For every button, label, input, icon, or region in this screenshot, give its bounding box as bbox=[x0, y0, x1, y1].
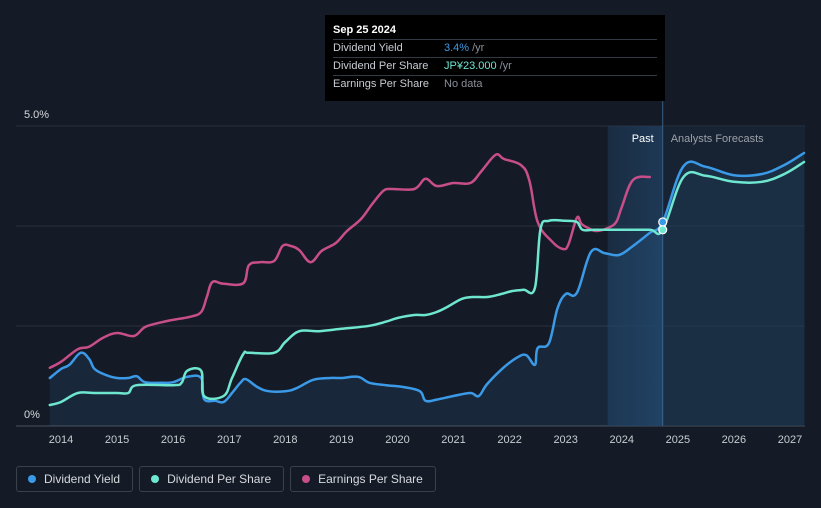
x-tick-label: 2021 bbox=[441, 434, 465, 446]
legend-dot-icon bbox=[302, 475, 311, 483]
dividend-yield-area bbox=[49, 153, 805, 426]
yield-today-marker bbox=[658, 217, 668, 227]
legend: Dividend Yield Dividend Per Share Earnin… bbox=[16, 466, 436, 492]
legend-dot-icon bbox=[151, 475, 160, 483]
y-tick-label: 5.0% bbox=[24, 109, 49, 121]
x-tick-label: 2026 bbox=[722, 434, 746, 446]
x-tick-label: 2020 bbox=[385, 434, 409, 446]
tooltip-row-earnings-per-share: Earnings Per Share No data bbox=[333, 75, 657, 93]
legend-item-dividend-per-share[interactable]: Dividend Per Share bbox=[139, 466, 285, 492]
legend-label: Dividend Per Share bbox=[167, 472, 272, 486]
tooltip-row-dividend-per-share: Dividend Per Share JP¥23.000/yr bbox=[333, 57, 657, 75]
x-tick-label: 2027 bbox=[778, 434, 802, 446]
tooltip-value: 3.4% bbox=[444, 42, 470, 54]
tooltip-suffix: /yr bbox=[472, 42, 485, 54]
tooltip-value: JP¥23.000 bbox=[444, 60, 497, 72]
tooltip-row-dividend-yield: Dividend Yield 3.4%/yr bbox=[333, 39, 657, 57]
tooltip-date: Sep 25 2024 bbox=[333, 24, 396, 36]
tooltip-suffix: /yr bbox=[499, 60, 512, 72]
x-tick-label: 2014 bbox=[49, 434, 73, 446]
legend-label: Earnings Per Share bbox=[318, 472, 423, 486]
chart-labels: 5.0% 0% 2014 2015 2016 2017 2018 2019 2020 2021 20… bbox=[24, 109, 802, 446]
x-tick-label: 2015 bbox=[105, 434, 129, 446]
tooltip-label: Earnings Per Share bbox=[333, 78, 429, 90]
dps-today-marker bbox=[658, 225, 668, 235]
forecast-label: Analysts Forecasts bbox=[671, 133, 764, 145]
x-tick-label: 2018 bbox=[273, 434, 297, 446]
legend-dot-icon bbox=[28, 475, 36, 483]
legend-label: Dividend Yield bbox=[44, 472, 121, 486]
tooltip-value: No data bbox=[444, 78, 483, 90]
x-tick-label: 2016 bbox=[161, 434, 185, 446]
legend-item-earnings-per-share[interactable]: Earnings Per Share bbox=[290, 466, 436, 492]
tooltip-label: Dividend Per Share bbox=[333, 60, 429, 72]
past-region-band bbox=[607, 126, 663, 426]
tooltip-label: Dividend Yield bbox=[333, 42, 403, 54]
x-tick-label: 2019 bbox=[329, 434, 353, 446]
x-tick-label: 2023 bbox=[553, 434, 577, 446]
x-tick-label: 2024 bbox=[610, 434, 634, 446]
x-tick-label: 2025 bbox=[666, 434, 690, 446]
chart-lines bbox=[48, 151, 806, 407]
tooltip: Sep 25 2024 Dividend Yield 3.4%/yr Divid… bbox=[325, 15, 665, 101]
dps-series-line bbox=[48, 160, 806, 407]
yield-series-line bbox=[48, 151, 806, 404]
y-tick-label: 0% bbox=[24, 409, 40, 421]
chart-markers bbox=[658, 217, 668, 235]
x-tick-label: 2022 bbox=[497, 434, 521, 446]
x-tick-label: 2017 bbox=[217, 434, 241, 446]
legend-item-dividend-yield[interactable]: Dividend Yield bbox=[16, 466, 134, 492]
eps-series-line bbox=[48, 153, 652, 370]
past-label: Past bbox=[632, 133, 654, 145]
chart-area-fills bbox=[49, 153, 805, 426]
